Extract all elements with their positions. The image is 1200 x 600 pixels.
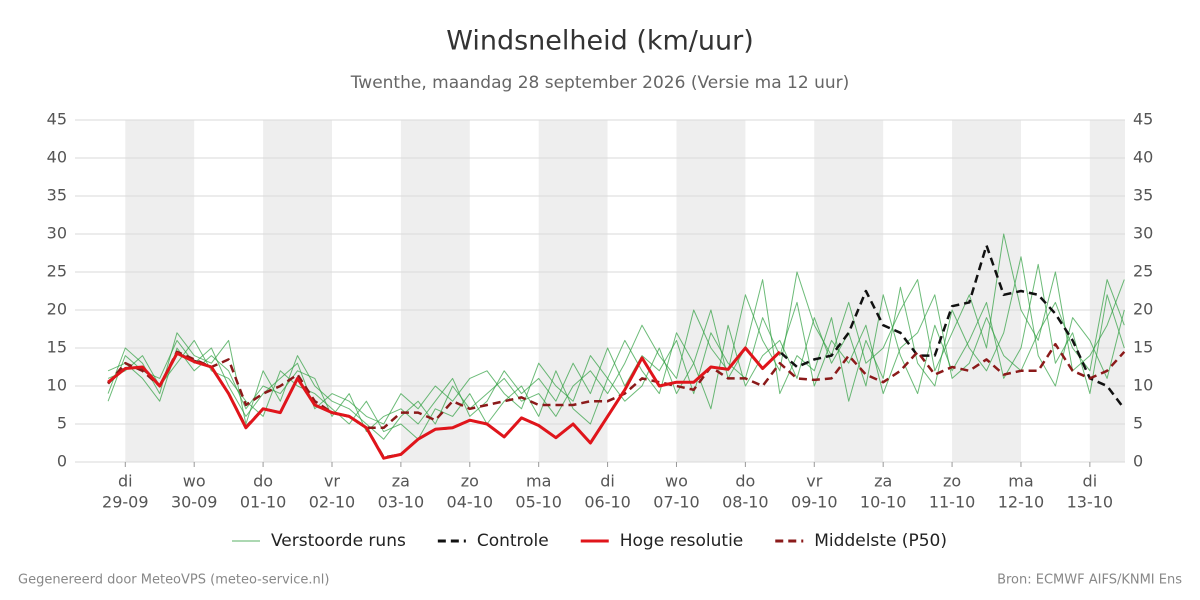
day-shade (814, 120, 884, 462)
y-tick-label: 20 (47, 300, 67, 319)
y-tick-label: 25 (47, 262, 67, 281)
x-tick-date: 30-09 (171, 493, 218, 512)
y-tick-label: 30 (47, 224, 67, 243)
y2-tick-label: 15 (1133, 338, 1153, 357)
day-shade (400, 120, 470, 462)
y-tick-label: 0 (57, 452, 67, 471)
y-tick-label: 40 (47, 148, 67, 167)
x-tick-date: 11-10 (929, 493, 976, 512)
y2-tick-label: 5 (1133, 414, 1143, 433)
x-tick-label: di (118, 472, 133, 491)
x-tick-label: zo (943, 472, 961, 491)
y-tick-label: 5 (57, 414, 67, 433)
y2-tick-label: 35 (1133, 186, 1153, 205)
y2-tick-label: 0 (1133, 452, 1143, 471)
ensemble-line (107, 279, 1125, 433)
day-shade (676, 120, 746, 462)
day-shade (1089, 120, 1125, 462)
y-tick-label: 15 (47, 338, 67, 357)
x-tick-date: 29-09 (102, 493, 149, 512)
y-tick-label: 35 (47, 186, 67, 205)
y2-tick-label: 20 (1133, 300, 1153, 319)
day-shade (952, 120, 1021, 462)
x-tick-date: 01-10 (240, 493, 287, 512)
x-tick-label: wo (665, 472, 688, 491)
y2-tick-label: 40 (1133, 148, 1153, 167)
day-shade (263, 120, 332, 462)
x-tick-label: za (874, 472, 892, 491)
x-tick-label: za (392, 472, 410, 491)
legend-label: Controle (477, 531, 549, 551)
day-shade (538, 120, 608, 462)
x-tick-date: 08-10 (722, 493, 769, 512)
x-tick-date: 12-10 (998, 493, 1045, 512)
legend-label: Hoge resolutie (620, 531, 744, 551)
y-tick-label: 10 (47, 376, 67, 395)
x-tick-label: wo (183, 472, 206, 491)
x-tick-label: ma (526, 472, 551, 491)
y2-tick-label: 45 (1133, 110, 1153, 129)
x-tick-label: vr (324, 472, 340, 491)
x-tick-date: 13-10 (1067, 493, 1114, 512)
x-tick-label: di (600, 472, 615, 491)
legend-label: Verstoorde runs (271, 531, 406, 551)
x-tick-date: 02-10 (309, 493, 356, 512)
footer-right: Bron: ECMWF AIFS/KNMI Ens (997, 573, 1182, 588)
x-tick-date: 10-10 (860, 493, 907, 512)
footer-left: Gegenereerd door MeteoVPS (meteo-service… (18, 573, 329, 588)
y2-tick-label: 10 (1133, 376, 1153, 395)
x-tick-date: 03-10 (378, 493, 425, 512)
x-tick-date: 05-10 (515, 493, 562, 512)
series-line (107, 346, 781, 460)
x-tick-label: di (1083, 472, 1098, 491)
x-tick-label: do (253, 472, 273, 491)
legend-label: Middelste (P50) (814, 531, 947, 551)
x-tick-date: 07-10 (653, 493, 700, 512)
y-tick-label: 45 (47, 110, 67, 129)
x-tick-date: 04-10 (447, 493, 494, 512)
ensemble-line (107, 263, 1125, 440)
x-tick-label: ma (1008, 472, 1033, 491)
plot-area (75, 119, 1126, 463)
y2-tick-label: 30 (1133, 224, 1153, 243)
chart-subtitle: Twenthe, maandag 28 september 2026 (Vers… (350, 73, 850, 93)
x-tick-label: vr (806, 472, 822, 491)
series-line (107, 342, 1126, 430)
chart-title: Windsnelheid (km/uur) (446, 26, 754, 57)
y2-tick-label: 25 (1133, 262, 1153, 281)
day-shade (125, 120, 195, 462)
x-tick-label: zo (461, 472, 479, 491)
ensemble-line (107, 256, 1125, 425)
x-tick-label: do (735, 472, 755, 491)
x-tick-date: 06-10 (584, 493, 631, 512)
x-tick-date: 09-10 (791, 493, 838, 512)
ensemble-line (107, 233, 1125, 440)
